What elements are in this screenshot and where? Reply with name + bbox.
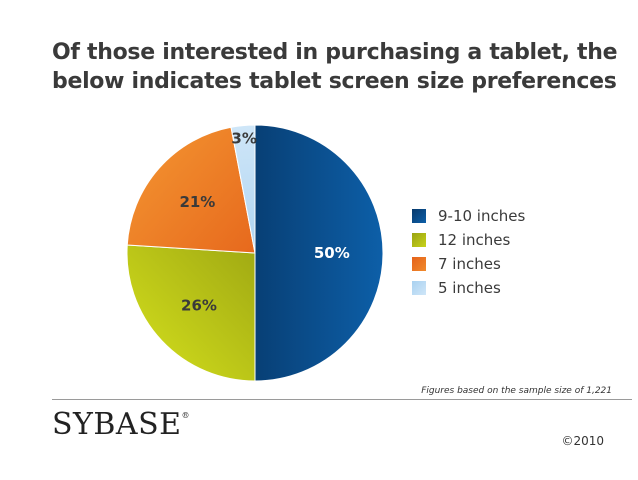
pie-slice-7-inches xyxy=(126,126,256,254)
pie-slice-5-inches xyxy=(230,124,256,254)
legend-item-7-inches: 7 inches xyxy=(412,252,525,276)
sybase-logo: SYBASE® xyxy=(52,407,190,442)
registered-mark: ® xyxy=(181,411,191,420)
legend-swatch-5-inches xyxy=(412,281,426,295)
legend-label-12-inches: 12 inches xyxy=(438,231,511,249)
sample-size-footnote: Figures based on the sample size of 1,22… xyxy=(421,386,612,396)
logo-text: SYBASE xyxy=(52,407,182,442)
legend-label-9-10-inches: 9-10 inches xyxy=(438,207,526,225)
chart-title: Of those interested in purchasing a tabl… xyxy=(52,38,632,96)
slice-value-label-5-inches: 3% xyxy=(231,129,256,147)
legend-item-5-inches: 5 inches xyxy=(412,276,525,300)
legend-item-12-inches: 12 inches xyxy=(412,228,525,252)
slice-value-label-9-10-inches: 50% xyxy=(314,244,350,262)
slice-value-label-12-inches: 26% xyxy=(181,297,217,315)
pie-slice-9-10-inches xyxy=(254,124,384,382)
copyright: ©2010 xyxy=(561,434,604,448)
legend-item-9-10-inches: 9-10 inches xyxy=(412,204,525,228)
footer-divider xyxy=(52,399,632,400)
legend-swatch-7-inches xyxy=(412,257,426,271)
legend-swatch-12-inches xyxy=(412,233,426,247)
pie-chart: 50% 26% 21% 3% xyxy=(126,124,384,382)
chart-title-line-1: Of those interested in purchasing a tabl… xyxy=(52,40,618,65)
legend-label-5-inches: 5 inches xyxy=(438,279,501,297)
pie-slice-12-inches xyxy=(126,244,256,382)
legend-label-7-inches: 7 inches xyxy=(438,255,501,273)
chart-title-line-2: below indicates tablet screen size prefe… xyxy=(52,69,617,94)
legend-swatch-9-10-inches xyxy=(412,209,426,223)
slice-value-label-7-inches: 21% xyxy=(179,193,215,211)
legend: 9-10 inches 12 inches 7 inches 5 inches xyxy=(412,204,525,300)
